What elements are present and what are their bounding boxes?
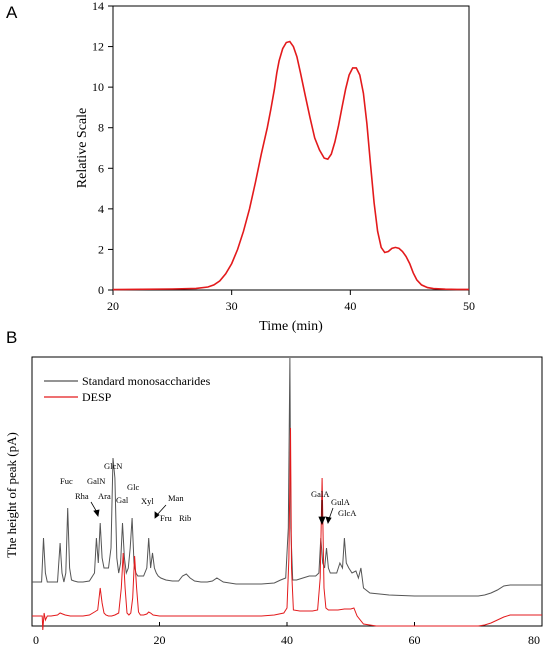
- peak-label-ara: Ara: [98, 491, 111, 501]
- peak-label-galn: GalN: [87, 476, 105, 486]
- peak-label-gal: Gal: [116, 495, 129, 505]
- chart-a-xtick-label: 40: [344, 299, 356, 313]
- chart-a-xtick-label: 20: [107, 299, 119, 313]
- chart-b-xtick-label: 20: [154, 633, 166, 647]
- chart-a-ytick-label: 14: [92, 0, 104, 13]
- peak-label-gala: GalA: [311, 489, 330, 499]
- arrow-gula: [328, 507, 334, 520]
- chart-a-ytick-label: 10: [92, 80, 104, 94]
- chart-a-ytick-label: 4: [98, 202, 104, 216]
- chart-b-ticks: 0 20 40 60 80: [31, 622, 543, 647]
- peak-arrows: [90, 500, 334, 526]
- peak-label-rha: Rha: [75, 491, 89, 501]
- chart-a-xlabel: Time (min): [259, 319, 323, 334]
- peak-label-glcn: GlcN: [104, 461, 122, 471]
- peak-label-fru: Fru: [160, 513, 173, 523]
- chart-b-legend: Standard monosaccharides DESP: [44, 374, 211, 404]
- peak-label-glc: Glc: [127, 482, 140, 492]
- peak-annotations: Fuc Rha GalN Ara GlcN Gal Glc Xyl Man Fr…: [60, 461, 357, 523]
- chart-a-ytick-label: 2: [98, 242, 104, 256]
- peak-label-rib: Rib: [179, 513, 191, 523]
- chart-b: 0 20 40 60 80 The height of peak (pA) Standa…: [4, 356, 543, 647]
- chart-a-frame: [112, 5, 470, 291]
- chart-a: 20 30 40 50 0 2 4 6 8 10 12 14 Time (min) Relative …: [75, 0, 475, 334]
- panel-a-label: A: [6, 3, 18, 22]
- peak-label-man: Man: [168, 493, 184, 503]
- chart-a-xtick-label: 50: [463, 299, 475, 313]
- arrow-gala-head: [318, 516, 326, 526]
- chart-a-ytick-label: 12: [92, 40, 104, 54]
- chart-a-ytick-label: 6: [98, 161, 104, 175]
- peak-label-gula: GulA: [331, 497, 351, 507]
- chart-b-ylabel: The height of peak (pA): [4, 432, 19, 558]
- chart-a-ytick-label: 0: [98, 283, 104, 297]
- legend-desp-label: DESP: [82, 390, 112, 404]
- chart-a-series-line: [112, 40, 469, 291]
- panel-b-label: B: [6, 328, 17, 347]
- arrow-gula-head: [325, 516, 332, 524]
- legend-standard-label: Standard monosaccharides: [82, 374, 211, 388]
- arrow-man-head: [154, 511, 160, 519]
- chart-a-ylabel: Relative Scale: [75, 108, 90, 188]
- chart-a-ticks: 20 30 40 50 0 2 4 6 8 10 12 14: [92, 0, 475, 313]
- chart-b-series-standard-line: [32, 357, 542, 597]
- chart-b-xtick-label: 0: [33, 633, 39, 647]
- peak-label-fuc: Fuc: [60, 476, 73, 486]
- chart-b-series-desp-line: [32, 427, 542, 631]
- chart-a-xtick-label: 30: [226, 299, 238, 313]
- peak-label-glca: GlcA: [338, 508, 357, 518]
- chart-b-xtick-label: 60: [409, 633, 421, 647]
- arrow-rha-head: [93, 509, 100, 517]
- chart-a-ytick-label: 8: [98, 121, 104, 135]
- chart-b-xtick-label: 40: [281, 633, 293, 647]
- chart-b-xtick-label: 80: [528, 633, 540, 647]
- peak-label-xyl: Xyl: [141, 496, 154, 506]
